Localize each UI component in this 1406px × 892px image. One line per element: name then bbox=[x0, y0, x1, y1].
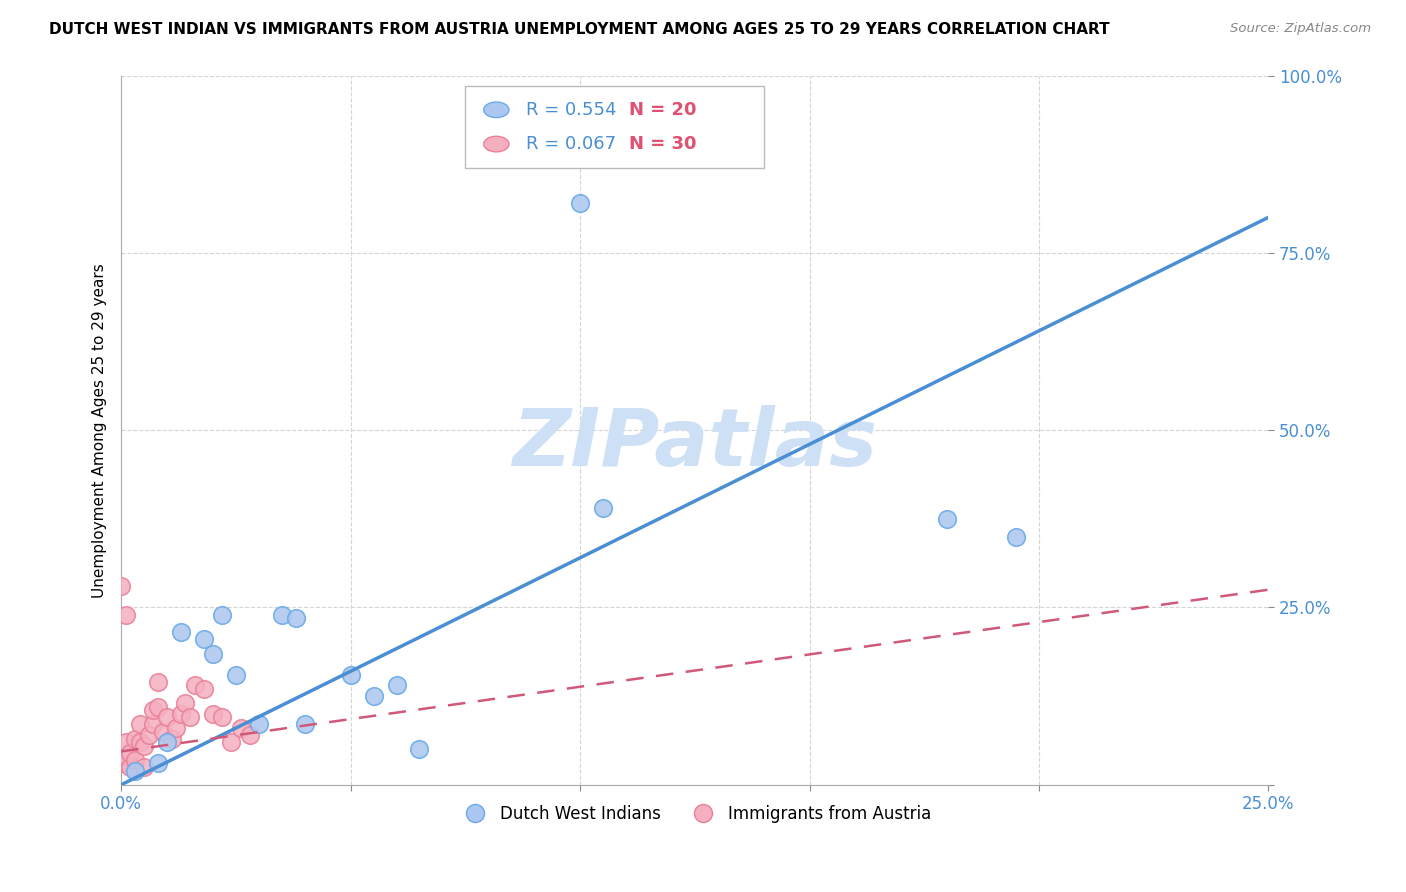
Point bbox=[247, 717, 270, 731]
Text: ZIPatlas: ZIPatlas bbox=[512, 405, 877, 483]
Point bbox=[114, 607, 136, 622]
Point bbox=[146, 699, 169, 714]
Text: N = 20: N = 20 bbox=[630, 101, 697, 119]
Y-axis label: Unemployment Among Ages 25 to 29 years: Unemployment Among Ages 25 to 29 years bbox=[93, 263, 107, 598]
Point bbox=[128, 717, 150, 731]
Point bbox=[134, 760, 156, 774]
Point bbox=[239, 728, 262, 742]
Point bbox=[160, 731, 183, 746]
Point bbox=[211, 710, 233, 724]
FancyBboxPatch shape bbox=[465, 87, 763, 168]
Point bbox=[114, 749, 136, 764]
Point bbox=[229, 721, 252, 735]
Point bbox=[211, 607, 233, 622]
Legend: Dutch West Indians, Immigrants from Austria: Dutch West Indians, Immigrants from Aust… bbox=[451, 798, 938, 830]
Text: Source: ZipAtlas.com: Source: ZipAtlas.com bbox=[1230, 22, 1371, 36]
Point bbox=[165, 721, 187, 735]
Point bbox=[221, 735, 243, 749]
Point bbox=[183, 678, 205, 692]
Point bbox=[142, 703, 165, 717]
Point bbox=[124, 753, 146, 767]
Point bbox=[339, 668, 361, 682]
Point bbox=[134, 739, 156, 753]
Point bbox=[142, 717, 165, 731]
Text: N = 30: N = 30 bbox=[630, 135, 697, 153]
Point bbox=[592, 501, 614, 516]
Point bbox=[193, 681, 215, 696]
Point bbox=[146, 674, 169, 689]
Point bbox=[152, 724, 174, 739]
Point bbox=[408, 742, 430, 756]
Circle shape bbox=[484, 102, 509, 118]
Point bbox=[385, 678, 408, 692]
Point bbox=[1005, 529, 1028, 543]
Point bbox=[270, 607, 292, 622]
Point bbox=[174, 696, 197, 710]
Point bbox=[225, 668, 247, 682]
Point bbox=[179, 710, 201, 724]
Point bbox=[156, 710, 179, 724]
Text: DUTCH WEST INDIAN VS IMMIGRANTS FROM AUSTRIA UNEMPLOYMENT AMONG AGES 25 TO 29 YE: DUTCH WEST INDIAN VS IMMIGRANTS FROM AUS… bbox=[49, 22, 1109, 37]
Point bbox=[146, 756, 169, 771]
Point bbox=[193, 632, 215, 647]
Point bbox=[110, 756, 132, 771]
Point bbox=[120, 760, 142, 774]
Point bbox=[170, 625, 193, 640]
Point bbox=[138, 728, 160, 742]
Point bbox=[363, 689, 385, 703]
Point bbox=[294, 717, 316, 731]
Point bbox=[936, 512, 959, 526]
Point bbox=[569, 196, 592, 211]
Point bbox=[124, 731, 146, 746]
Circle shape bbox=[484, 136, 509, 152]
Point bbox=[170, 706, 193, 721]
Text: R = 0.554: R = 0.554 bbox=[526, 101, 617, 119]
Point bbox=[284, 611, 307, 625]
Text: R = 0.067: R = 0.067 bbox=[526, 135, 616, 153]
Point bbox=[124, 764, 146, 778]
Point bbox=[110, 579, 132, 593]
Point bbox=[114, 735, 136, 749]
Point bbox=[201, 706, 224, 721]
Point bbox=[156, 735, 179, 749]
Point bbox=[201, 647, 224, 661]
Point bbox=[120, 746, 142, 760]
Point bbox=[128, 735, 150, 749]
